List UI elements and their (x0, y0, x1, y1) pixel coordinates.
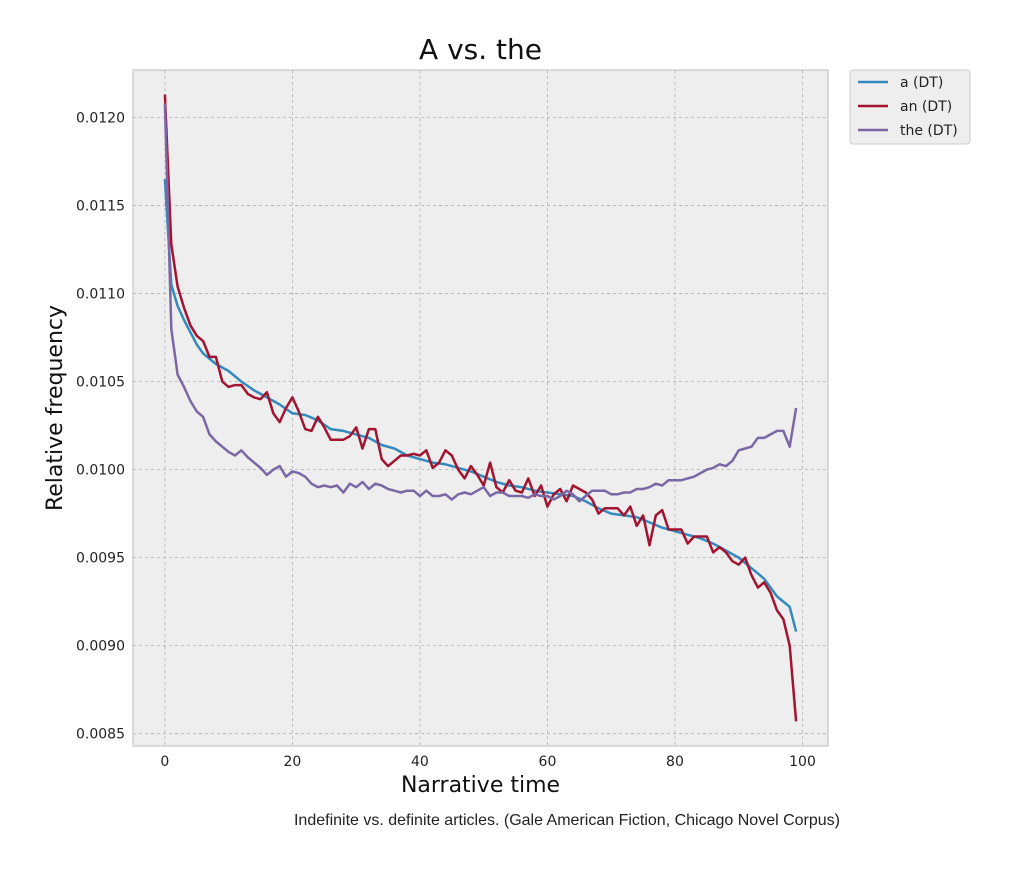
y-tick-label: 0.0120 (76, 111, 125, 127)
series-line-0 (163, 179, 798, 632)
chart-title: A vs. the (419, 33, 542, 66)
x-tick-label: 100 (789, 754, 816, 770)
legend: a (DT) an (DT) the (DT) (849, 69, 971, 145)
x-axis-ticks: 0 20 40 60 80 100 (160, 754, 815, 770)
x-tick-label: 60 (539, 754, 557, 770)
y-tick-label: 0.0105 (76, 375, 125, 391)
legend-label: an (DT) (900, 99, 952, 115)
series-layer (163, 94, 798, 722)
y-tick-label: 0.0090 (76, 639, 125, 655)
x-tick-label: 20 (283, 754, 301, 770)
legend-label: a (DT) (900, 75, 943, 91)
x-tick-label: 0 (160, 754, 169, 770)
x-tick-label: 80 (666, 754, 684, 770)
y-axis-ticks: 0.0085 0.0090 0.0095 0.0100 0.0105 0.0110 0.01… (76, 111, 125, 743)
y-tick-label: 0.0115 (76, 199, 125, 215)
series-line-2 (163, 103, 798, 503)
plot-area (132, 69, 829, 747)
x-tick-label: 40 (411, 754, 429, 770)
x-axis-label: Narrative time (401, 773, 560, 798)
y-tick-label: 0.0100 (76, 463, 125, 479)
y-axis-label: Relative frequency (43, 305, 68, 511)
legend-box (849, 69, 971, 145)
legend-label: the (DT) (900, 123, 958, 139)
grid-lines (133, 70, 828, 746)
figure-caption: Indefinite vs. definite articles. (Gale … (293, 812, 840, 829)
y-tick-label: 0.0095 (76, 551, 125, 567)
series-line-1 (163, 94, 798, 722)
y-tick-label: 0.0085 (76, 727, 125, 743)
y-tick-label: 0.0110 (76, 287, 125, 303)
